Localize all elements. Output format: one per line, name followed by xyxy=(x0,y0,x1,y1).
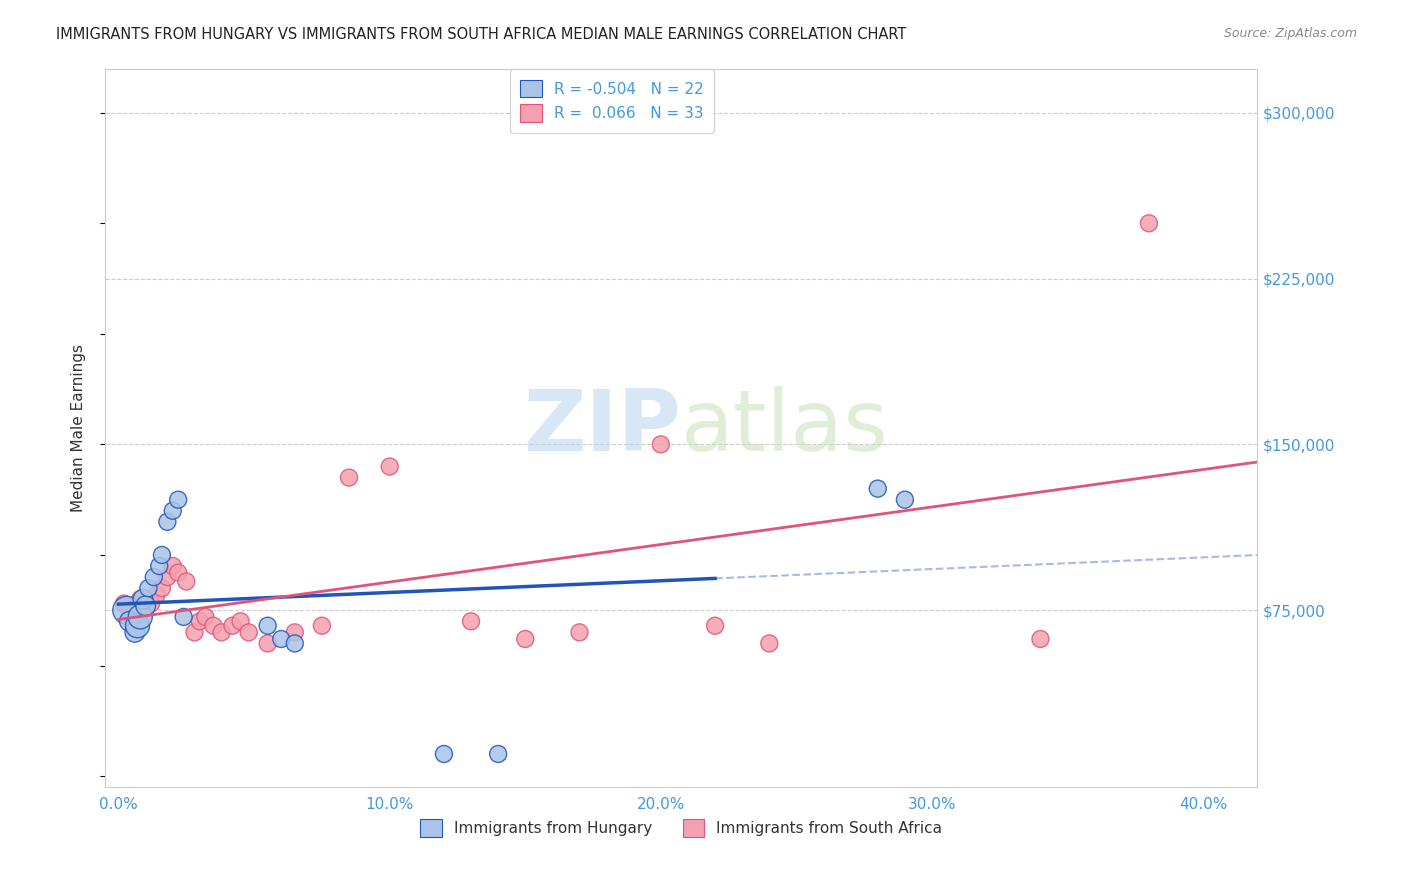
Point xyxy=(162,559,184,574)
Point xyxy=(176,574,198,589)
Point xyxy=(145,588,167,602)
Legend: Immigrants from Hungary, Immigrants from South Africa: Immigrants from Hungary, Immigrants from… xyxy=(412,811,950,844)
Point xyxy=(183,625,205,640)
Point xyxy=(650,437,672,451)
Point xyxy=(129,592,152,607)
Point xyxy=(135,601,157,615)
Point xyxy=(704,618,727,632)
Point xyxy=(173,610,195,624)
Point xyxy=(142,570,165,584)
Point xyxy=(284,636,307,650)
Point xyxy=(112,597,135,611)
Text: Source: ZipAtlas.com: Source: ZipAtlas.com xyxy=(1223,27,1357,40)
Point xyxy=(758,636,780,650)
Point xyxy=(115,603,138,617)
Point xyxy=(515,632,537,646)
Point xyxy=(1137,216,1160,230)
Point xyxy=(132,592,155,607)
Point xyxy=(124,610,146,624)
Point xyxy=(202,618,225,632)
Point xyxy=(894,492,917,507)
Point xyxy=(127,618,149,632)
Point xyxy=(238,625,260,640)
Point xyxy=(148,559,170,574)
Point xyxy=(284,625,307,640)
Point xyxy=(221,618,243,632)
Point xyxy=(866,482,889,496)
Text: atlas: atlas xyxy=(681,386,889,469)
Point xyxy=(229,615,252,629)
Point xyxy=(211,625,233,640)
Point xyxy=(167,566,190,580)
Point xyxy=(194,610,217,624)
Point xyxy=(568,625,591,640)
Point xyxy=(162,504,184,518)
Point xyxy=(118,615,141,629)
Y-axis label: Median Male Earnings: Median Male Earnings xyxy=(72,343,86,512)
Point xyxy=(337,470,360,484)
Point xyxy=(118,603,141,617)
Point xyxy=(270,632,292,646)
Point xyxy=(124,625,146,640)
Point xyxy=(433,747,456,761)
Point xyxy=(138,581,160,595)
Point xyxy=(150,548,173,562)
Point xyxy=(129,610,152,624)
Point xyxy=(188,615,211,629)
Point xyxy=(156,570,179,584)
Point xyxy=(378,459,401,474)
Point xyxy=(156,515,179,529)
Point xyxy=(135,599,157,613)
Text: ZIP: ZIP xyxy=(523,386,681,469)
Point xyxy=(460,615,482,629)
Point xyxy=(256,636,278,650)
Point xyxy=(486,747,509,761)
Point xyxy=(150,581,173,595)
Point xyxy=(1029,632,1052,646)
Point xyxy=(256,618,278,632)
Point xyxy=(139,597,162,611)
Text: IMMIGRANTS FROM HUNGARY VS IMMIGRANTS FROM SOUTH AFRICA MEDIAN MALE EARNINGS COR: IMMIGRANTS FROM HUNGARY VS IMMIGRANTS FR… xyxy=(56,27,907,42)
Point xyxy=(311,618,333,632)
Point xyxy=(167,492,190,507)
